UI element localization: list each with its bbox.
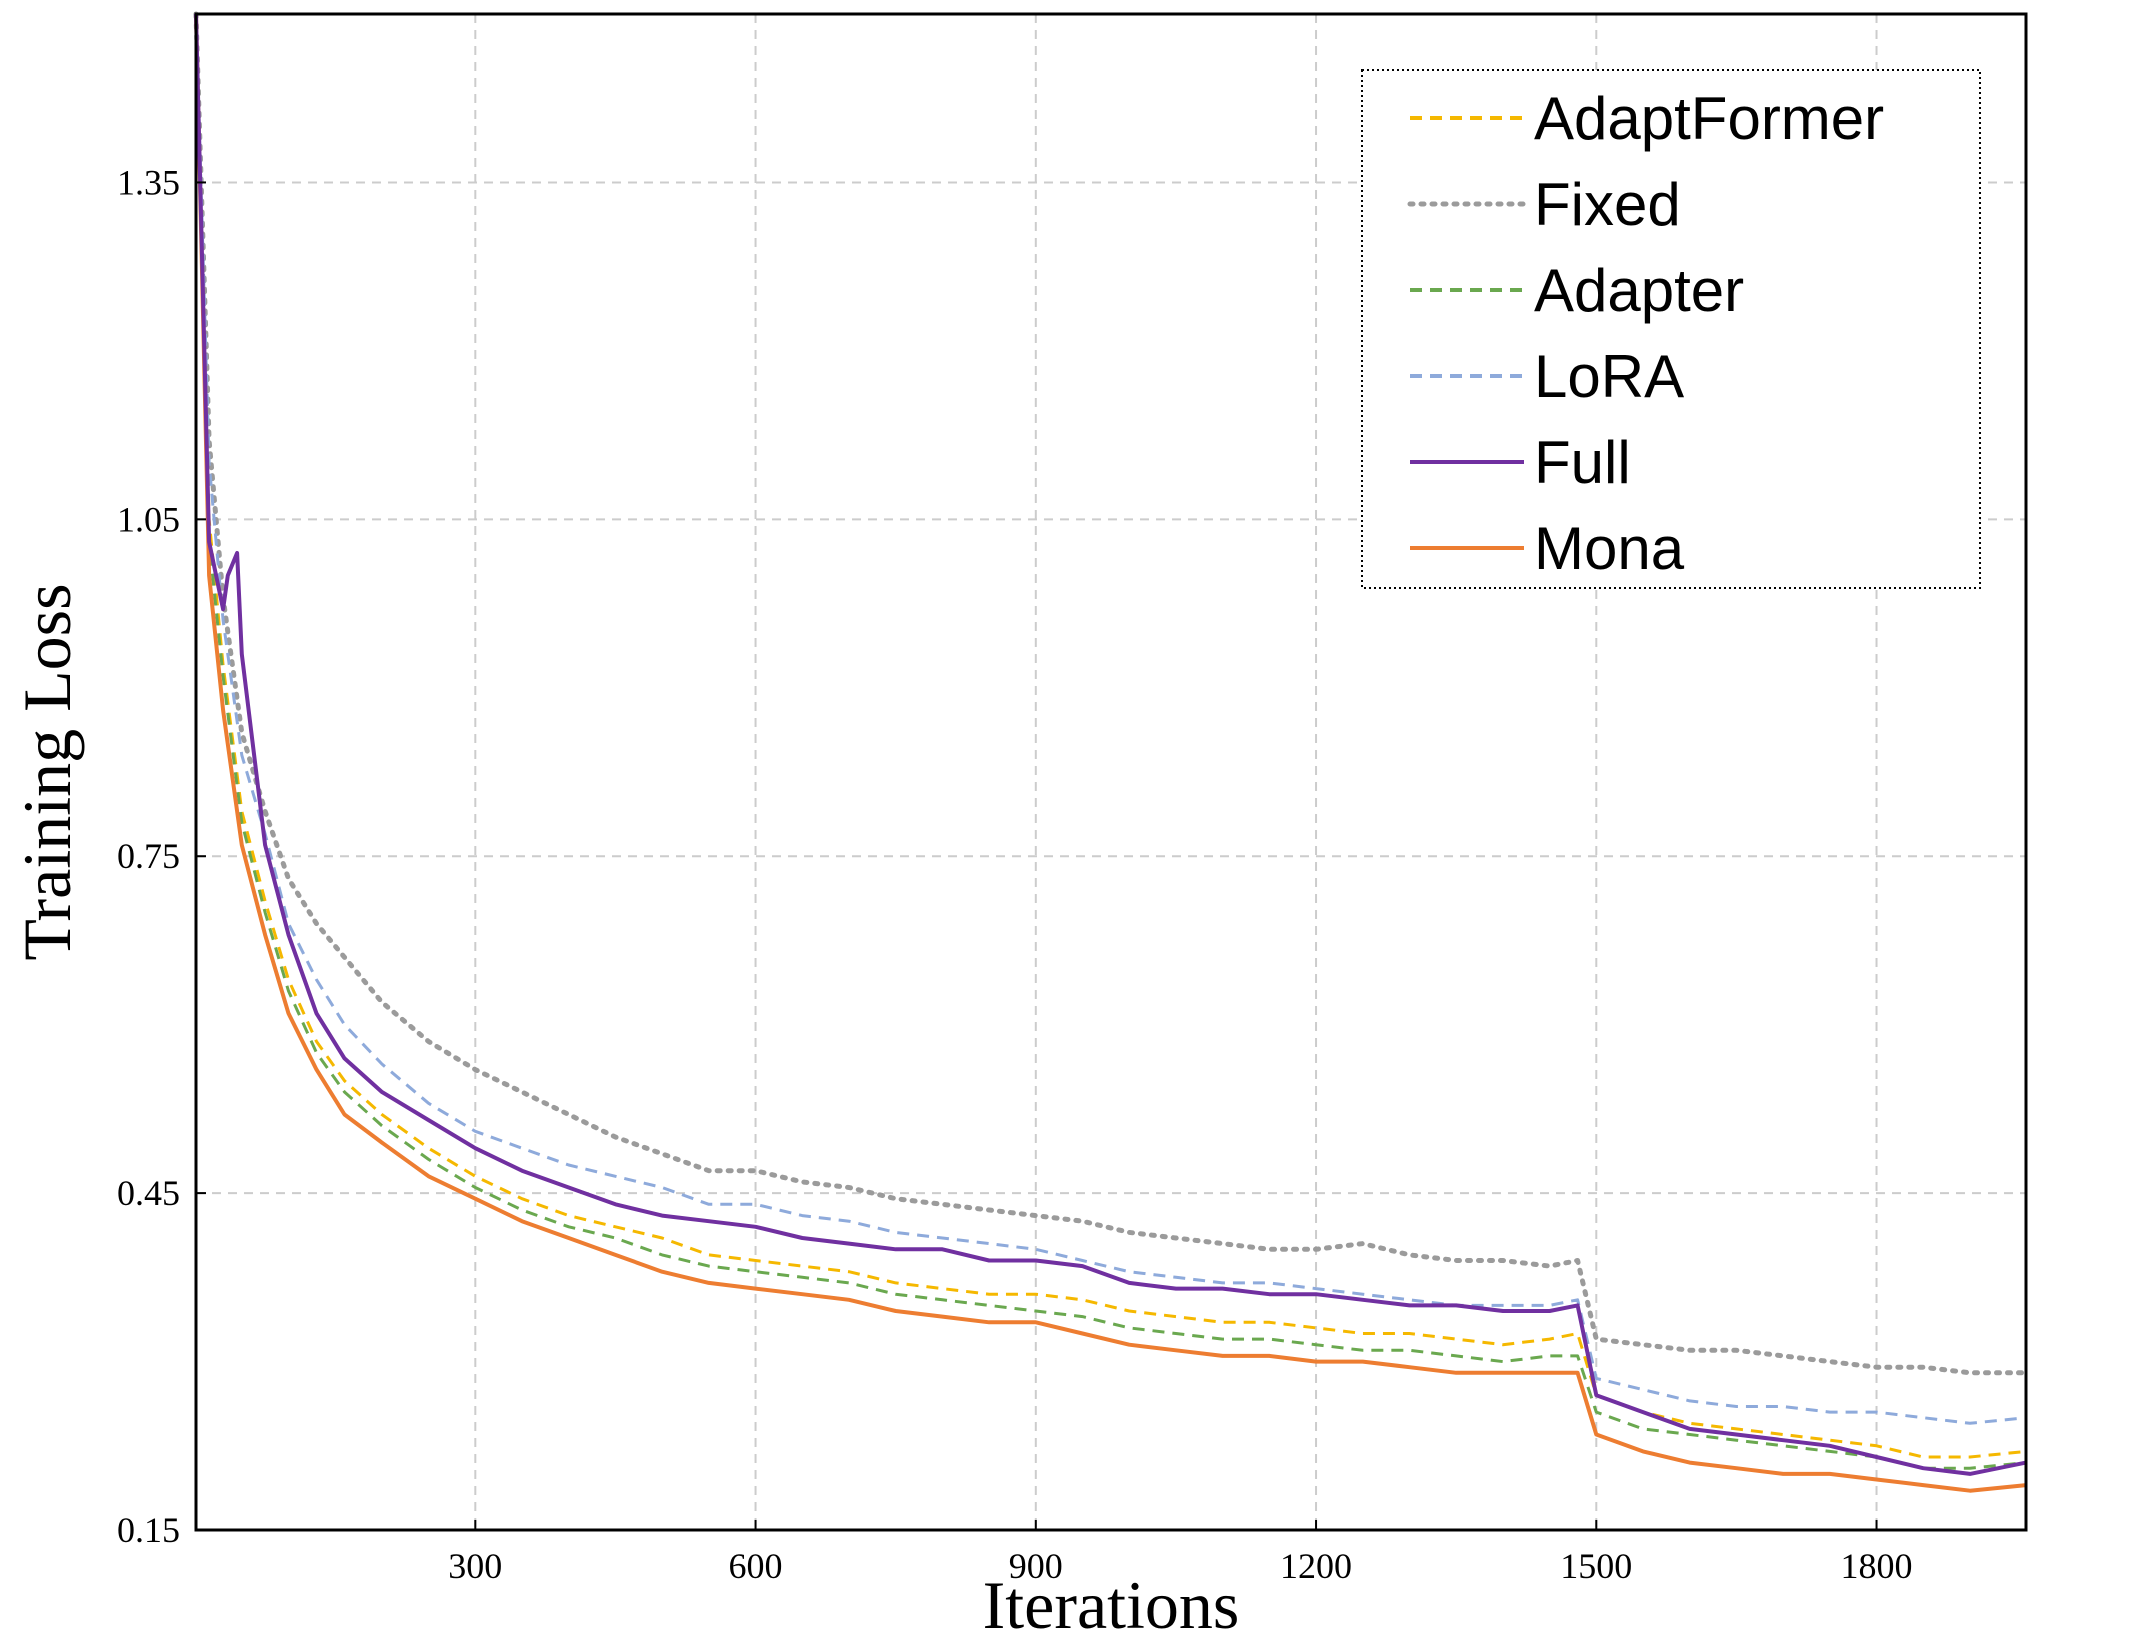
x-tick-label: 1500 — [1560, 1546, 1632, 1586]
legend-item-fixed: Fixed — [1407, 171, 1681, 238]
x-tick-label: 900 — [1009, 1546, 1063, 1586]
y-axis-ticks: 0.15 0.45 0.75 1.05 1.35 — [117, 162, 206, 1550]
x-axis-ticks: 300 600 900 1200 1500 1800 — [448, 1520, 1913, 1586]
y-tick-label: 0.15 — [117, 1510, 180, 1550]
y-axis-title: Training Loss — [9, 583, 85, 960]
y-tick-label: 1.05 — [117, 499, 180, 539]
y-tick-label: 1.35 — [117, 162, 180, 202]
legend-label: Mona — [1534, 515, 1685, 582]
legend-item-full: Full — [1410, 429, 1631, 496]
x-tick-label: 1800 — [1841, 1546, 1913, 1586]
y-tick-label: 0.75 — [117, 836, 180, 876]
legend-label: Adapter — [1534, 257, 1744, 324]
legend-box — [1361, 69, 1981, 589]
x-axis-title: Iterations — [983, 1567, 1240, 1633]
legend-item-adaptformer: AdaptFormer — [1410, 85, 1884, 152]
x-tick-label: 300 — [448, 1546, 502, 1586]
series-line-adapter — [194, 13, 2027, 1470]
legend-item-adapter: Adapter — [1410, 257, 1744, 324]
grid — [196, 14, 2026, 1530]
series-line-mona — [194, 13, 2027, 1493]
legend-label: Full — [1534, 429, 1631, 496]
series-layer — [193, 11, 2029, 1493]
series-line-full — [194, 13, 2027, 1476]
x-tick-label: 600 — [729, 1546, 783, 1586]
x-tick-label: 1200 — [1280, 1546, 1352, 1586]
series-line-adaptformer — [194, 13, 2027, 1459]
series-line-lora — [194, 13, 2027, 1425]
legend-item-mona: Mona — [1410, 515, 1685, 582]
legend-item-lora: LoRA — [1410, 343, 1684, 410]
legend-label: LoRA — [1534, 343, 1684, 410]
plot-frame — [194, 12, 2028, 1532]
series-line-fixed — [193, 11, 2029, 1376]
y-tick-label: 0.45 — [117, 1173, 180, 1213]
legend: AdaptFormer Fixed Adapter LoRA Full Mona — [1361, 69, 1981, 589]
legend-label: Fixed — [1534, 171, 1681, 238]
legend-label: AdaptFormer — [1534, 85, 1884, 152]
